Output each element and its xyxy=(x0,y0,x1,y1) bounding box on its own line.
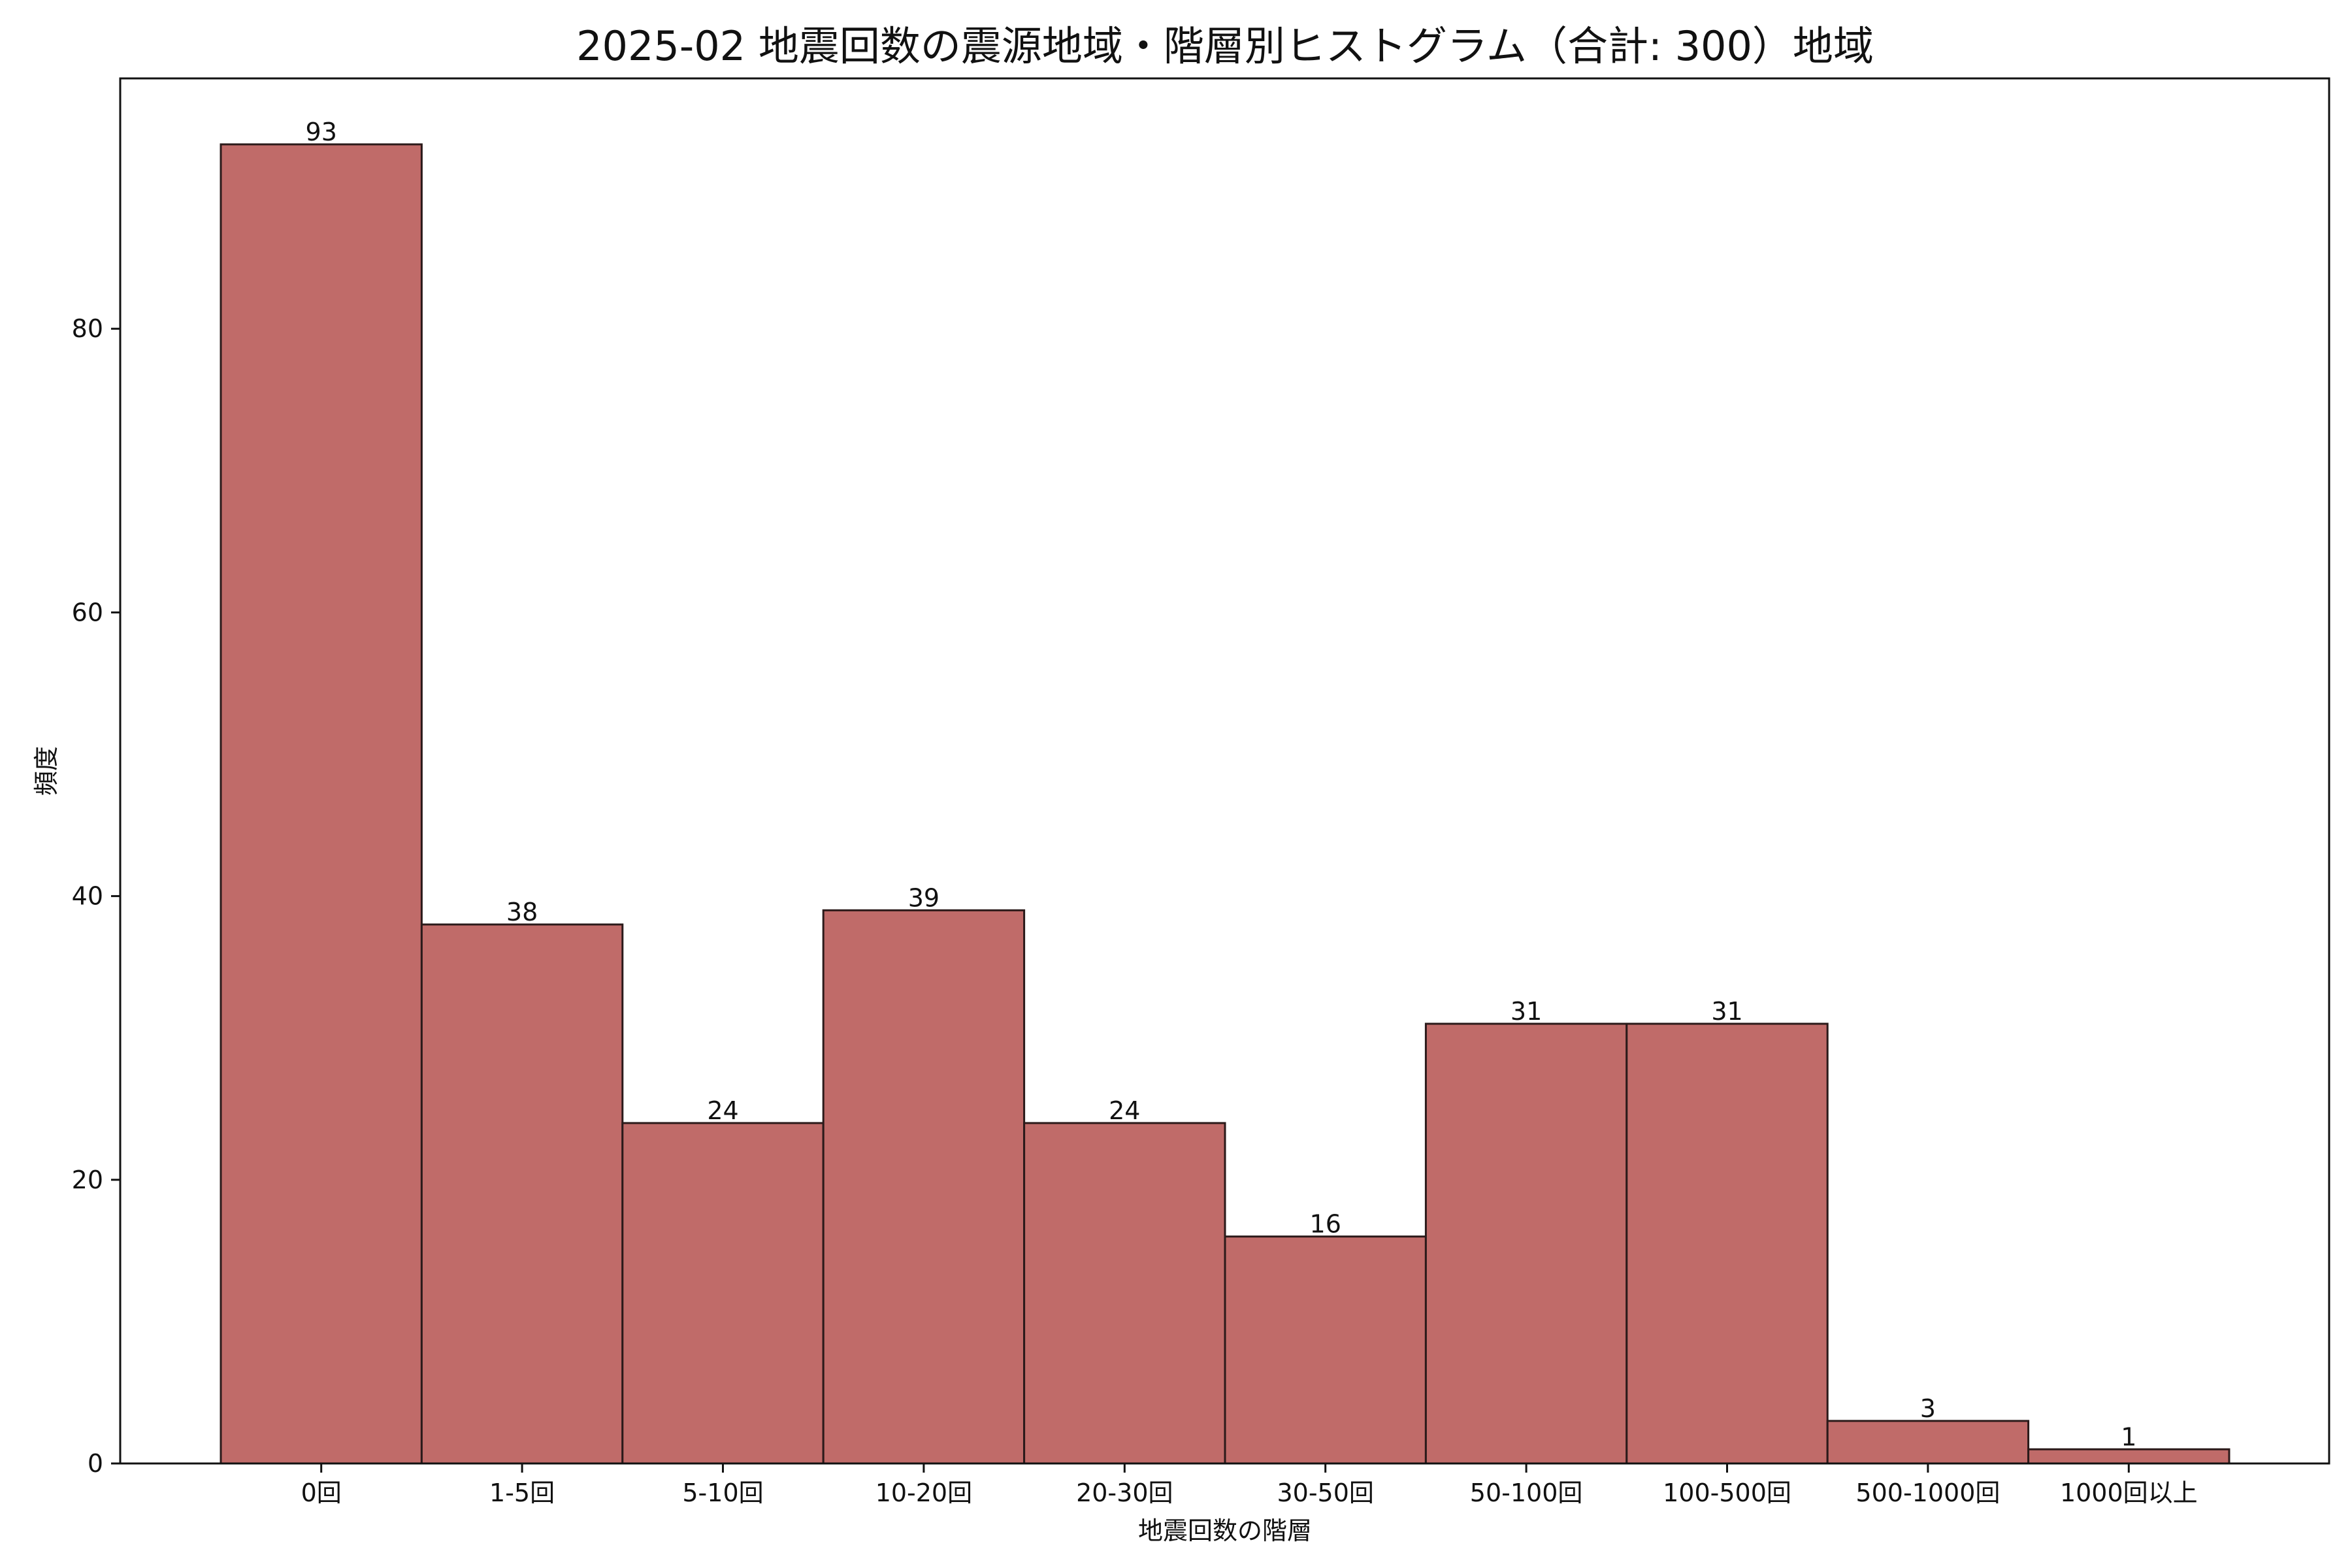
x-axis-label: 地震回数の階層 xyxy=(1138,1516,1312,1545)
bar-value-label-4: 24 xyxy=(1109,1096,1140,1125)
bar-8 xyxy=(1826,1420,2030,1465)
y-tick-label-3: 60 xyxy=(72,598,103,627)
x-tick-label-5: 30-50回 xyxy=(1277,1478,1373,1507)
y-tick-label-0: 0 xyxy=(88,1449,103,1478)
x-tick-label-2: 5-10回 xyxy=(682,1478,763,1507)
bar-6 xyxy=(1424,1022,1628,1465)
bar-value-label-6: 31 xyxy=(1511,997,1542,1026)
y-tick-label-4: 80 xyxy=(72,314,103,343)
bar-value-label-8: 3 xyxy=(1920,1394,1936,1423)
bar-value-label-9: 1 xyxy=(2121,1422,2136,1451)
bar-1 xyxy=(420,923,624,1465)
x-tick-label-6: 50-100回 xyxy=(1470,1478,1583,1507)
bar-value-label-3: 39 xyxy=(908,883,939,912)
bar-9 xyxy=(2027,1448,2230,1465)
bar-value-label-2: 24 xyxy=(707,1096,738,1125)
bar-4 xyxy=(1023,1122,1226,1465)
x-tick-label-1: 1-5回 xyxy=(489,1478,555,1507)
bar-2 xyxy=(621,1122,825,1465)
bar-value-label-7: 31 xyxy=(1711,997,1742,1026)
bar-value-label-1: 38 xyxy=(506,898,538,926)
bar-5 xyxy=(1224,1235,1427,1465)
x-tick-label-8: 500-1000回 xyxy=(1855,1478,2000,1507)
y-tick-label-1: 20 xyxy=(72,1166,103,1194)
bars-layer xyxy=(220,143,2230,1465)
chart-title: 2025-02 地震回数の震源地域・階層別ヒストグラム（合計: 300）地域 xyxy=(576,22,1874,70)
plot-frame xyxy=(119,77,2330,1465)
x-tick-label-0: 0回 xyxy=(301,1478,342,1507)
x-axis-ticks: 0回 1-5回 5-10回 10-20回 20-30回 30-50回 50-100回 100-… xyxy=(301,1463,2198,1507)
bar-3 xyxy=(822,909,1026,1465)
x-tick-label-9: 1000回以上 xyxy=(2060,1478,2198,1507)
bar-7 xyxy=(1625,1022,1829,1465)
x-tick-label-7: 100-500回 xyxy=(1663,1478,1791,1507)
y-axis-label: 頻度 xyxy=(32,746,61,796)
bar-0 xyxy=(220,143,423,1465)
bar-value-label-0: 93 xyxy=(306,118,337,146)
x-tick-label-4: 20-30回 xyxy=(1076,1478,1173,1507)
y-axis-ticks: 0 20 40 60 80 xyxy=(72,314,120,1478)
x-tick-label-3: 10-20回 xyxy=(875,1478,972,1507)
y-tick-label-2: 40 xyxy=(72,882,103,911)
bar-value-label-5: 16 xyxy=(1310,1210,1341,1239)
